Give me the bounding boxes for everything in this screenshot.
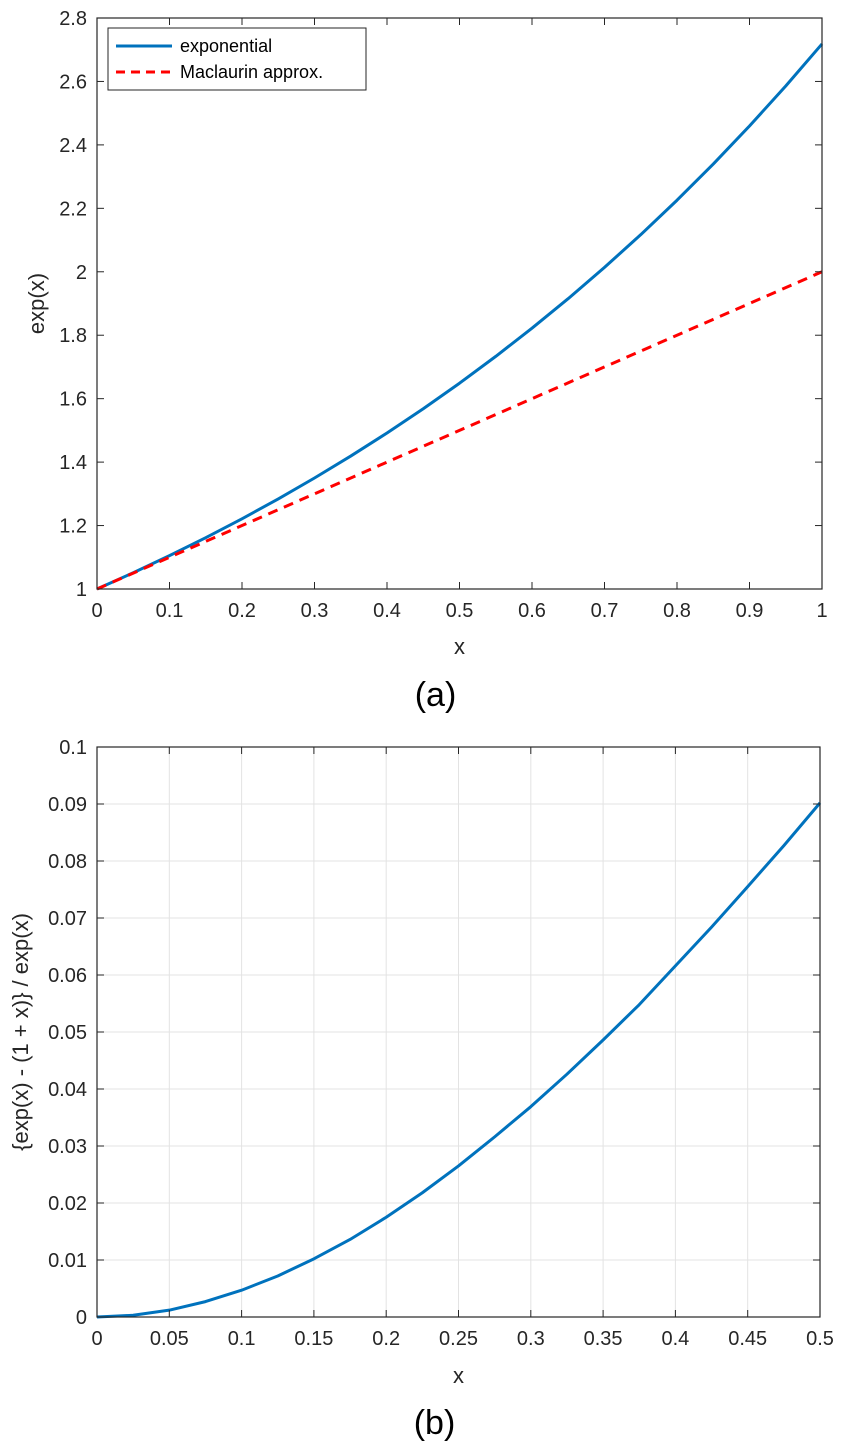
x-tick-label: 0 <box>91 1328 102 1350</box>
x-tick-label: 0.2 <box>372 1328 400 1350</box>
y-tick-label: 1.4 <box>59 452 87 474</box>
y-tick-label: 0 <box>76 1307 87 1329</box>
x-tick-label: 0 <box>91 600 102 622</box>
chart-b-caption: (b) <box>414 1404 456 1441</box>
x-tick-label: 0.1 <box>228 1328 256 1350</box>
chart-a-legend: exponential Maclaurin approx. <box>107 27 367 91</box>
y-tick-label: 1.2 <box>59 516 87 538</box>
y-tick-label: 1.8 <box>59 325 87 347</box>
y-tick-label: 0.09 <box>48 794 87 816</box>
x-tick-label: 0.15 <box>294 1328 333 1350</box>
chart-a: 0 0.1 0.2 0.3 0.4 0.5 0.6 0.7 0.8 0.9 1 1 1.2 1.4 1.6… <box>24 8 828 714</box>
chart-a-legend-box <box>107 27 367 91</box>
chart-b-y-axis-label: {exp(x) - (1 + x)} / exp(x) <box>8 913 33 1151</box>
x-tick-label: 0.4 <box>373 600 401 622</box>
y-tick-label: 2.6 <box>59 71 87 93</box>
y-tick-label: 2.4 <box>59 135 87 157</box>
x-tick-label: 0.5 <box>806 1328 834 1350</box>
x-tick-label: 0.45 <box>728 1328 767 1350</box>
x-tick-label: 0.3 <box>301 600 329 622</box>
x-tick-label: 0.4 <box>661 1328 689 1350</box>
chart-b-grid <box>96 746 821 1318</box>
x-tick-label: 0.1 <box>156 600 184 622</box>
chart-a-ticks <box>96 17 823 590</box>
series-line-relative-error <box>96 801 822 1319</box>
x-tick-label: 0.05 <box>150 1328 189 1350</box>
x-tick-label: 0.5 <box>446 600 474 622</box>
x-tick-label: 0.35 <box>584 1328 623 1350</box>
x-tick-label: 0.8 <box>663 600 691 622</box>
y-tick-label: 0.1 <box>59 737 87 759</box>
chart-a-y-tick-labels: 1 1.2 1.4 1.6 1.8 2 2.2 2.4 2.6 2.8 <box>59 8 87 601</box>
y-tick-label: 2.8 <box>59 8 87 30</box>
x-tick-label: 0.3 <box>517 1328 545 1350</box>
y-tick-label: 0.02 <box>48 1193 87 1215</box>
chart-b-x-tick-labels: 0 0.05 0.1 0.15 0.2 0.25 0.3 0.35 0.4 0.45 0.5 <box>91 1328 833 1350</box>
x-tick-label: 0.25 <box>439 1328 478 1350</box>
y-tick-label: 0.08 <box>48 851 87 873</box>
y-tick-label: 1.6 <box>59 389 87 411</box>
chart-a-series <box>96 42 824 591</box>
chart-b: 0 0.05 0.1 0.15 0.2 0.25 0.3 0.35 0.4 0.45 0.5 0 0.… <box>8 737 834 1441</box>
chart-b-y-tick-labels: 0 0.01 0.02 0.03 0.04 0.05 0.06 0.07 0.08 0.09 0.1 <box>48 737 87 1329</box>
y-tick-label: 0.05 <box>48 1022 87 1044</box>
x-tick-label: 0.7 <box>591 600 619 622</box>
chart-b-ticks <box>96 746 821 1318</box>
x-tick-label: 1 <box>816 600 827 622</box>
series-line-exponential <box>96 42 824 591</box>
legend-label-exponential: exponential <box>180 36 272 56</box>
chart-a-x-axis-label: x <box>454 634 465 659</box>
legend-label-maclaurin: Maclaurin approx. <box>180 62 323 82</box>
x-tick-label: 0.6 <box>518 600 546 622</box>
chart-a-y-axis-label: exp(x) <box>24 273 49 334</box>
y-tick-label: 0.01 <box>48 1250 87 1272</box>
chart-a-x-tick-labels: 0 0.1 0.2 0.3 0.4 0.5 0.6 0.7 0.8 0.9 1 <box>91 600 827 622</box>
series-line-maclaurin-approx <box>96 270 823 591</box>
y-tick-label: 0.03 <box>48 1136 87 1158</box>
chart-b-x-axis-label: x <box>453 1363 464 1388</box>
y-tick-label: 0.04 <box>48 1079 87 1101</box>
chart-a-plot-frame <box>96 17 823 590</box>
y-tick-label: 1 <box>76 579 87 601</box>
y-tick-label: 0.07 <box>48 908 87 930</box>
x-tick-label: 0.9 <box>736 600 764 622</box>
y-tick-label: 2 <box>76 262 87 284</box>
y-tick-label: 0.06 <box>48 965 87 987</box>
y-tick-label: 2.2 <box>59 198 87 220</box>
chart-b-series <box>96 801 822 1319</box>
x-tick-label: 0.2 <box>228 600 256 622</box>
chart-a-caption: (a) <box>415 676 457 714</box>
